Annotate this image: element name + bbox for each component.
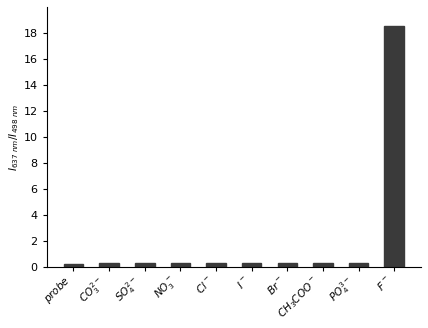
Bar (384, 27, 404, 267)
Bar (277, 263, 297, 267)
Bar (171, 263, 190, 267)
Bar (99, 263, 119, 267)
Bar (349, 263, 369, 267)
Bar (242, 263, 262, 267)
Bar (135, 263, 155, 267)
Bar (64, 264, 83, 267)
Y-axis label: $\it{I}$$_{637\ nm}$/$\it{I}$$_{498\ nm}$: $\it{I}$$_{637\ nm}$/$\it{I}$$_{498\ nm}… (7, 103, 21, 171)
Bar (206, 263, 226, 267)
Bar (313, 263, 333, 267)
